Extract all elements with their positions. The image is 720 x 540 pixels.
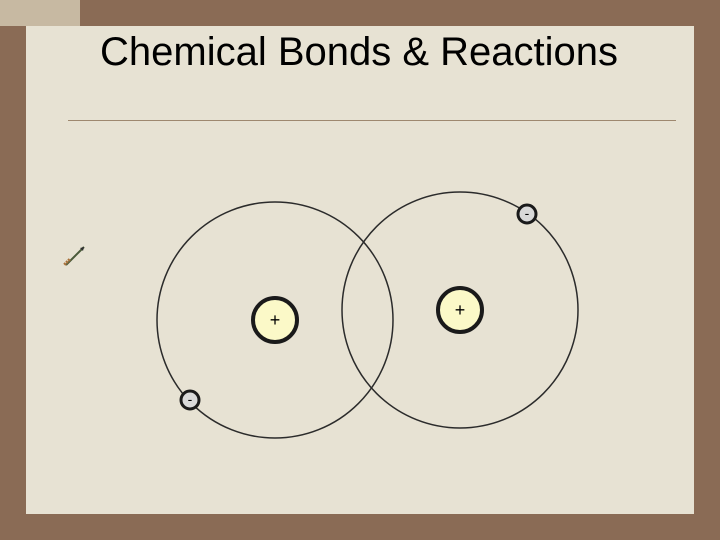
bond-diagram: + + - - <box>0 0 720 540</box>
electron-label-1: - <box>525 205 530 221</box>
slide-frame: Chemical Bonds & Reactions ++-- <box>0 0 720 540</box>
nucleus-label-1: + <box>455 300 466 320</box>
electron-label-0: - <box>188 391 193 407</box>
nucleus-label-0: + <box>270 310 281 330</box>
corner-accent <box>0 0 80 26</box>
